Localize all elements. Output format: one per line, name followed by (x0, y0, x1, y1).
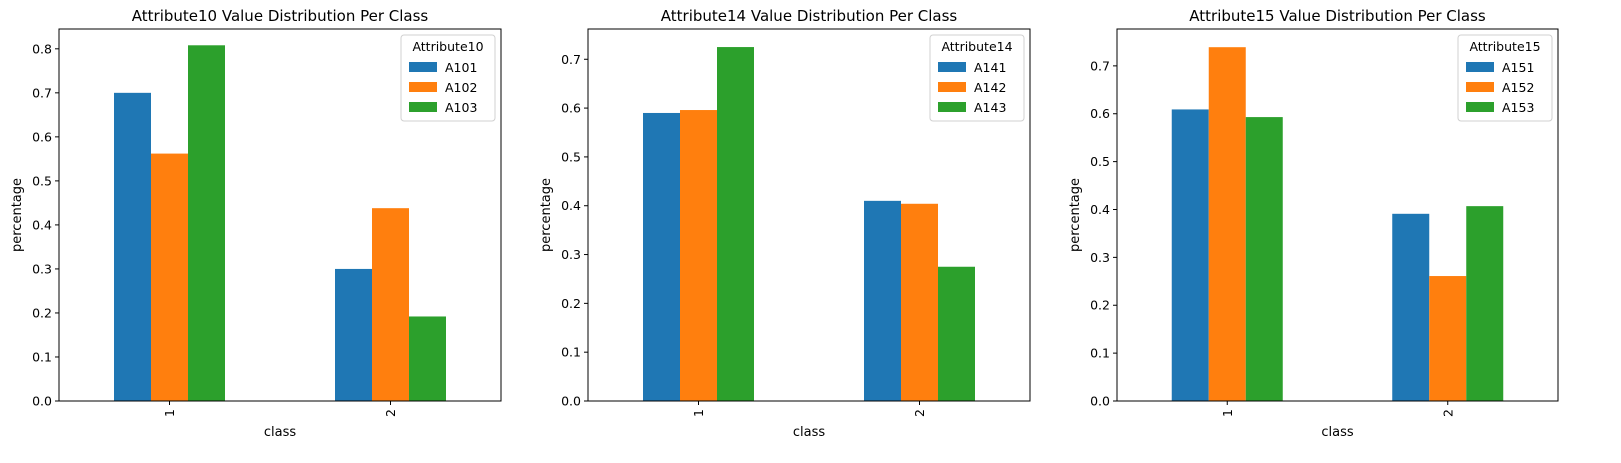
bar-a103-class-1 (188, 45, 225, 401)
legend-label-a142: A142 (974, 80, 1006, 95)
chart-title: Attribute15 Value Distribution Per Class (1189, 7, 1486, 25)
x-tick-label: 2 (1440, 409, 1455, 417)
legend-title: Attribute10 (412, 39, 483, 54)
chart-panel-3: 0.0 0.1 0.2 0.3 0.4 0.5 0.6 0.7 1 2 Attribute15 Va… (1068, 7, 1559, 440)
y-tick-label: 0.2 (32, 305, 52, 320)
legend-swatch-a153 (1466, 102, 1494, 112)
legend-swatch-a143 (938, 102, 966, 112)
x-tick-label: 1 (162, 409, 177, 417)
y-tick-label: 0.1 (32, 349, 52, 364)
y-tick-label: 0.0 (32, 394, 52, 409)
y-tick-label: 0.3 (1090, 250, 1110, 265)
legend-box (400, 34, 496, 122)
x-tick-label: 1 (691, 409, 706, 417)
y-tick-label: 0.4 (1090, 202, 1110, 217)
y-tick-label: 0.4 (561, 198, 581, 213)
x-axis-label: class (793, 425, 825, 440)
y-tick-label: 0.8 (32, 41, 52, 56)
bar-a141-class-1 (643, 112, 680, 401)
legend-label-a101: A101 (445, 60, 477, 75)
chart-title: Attribute14 Value Distribution Per Class (661, 7, 958, 25)
bar-a142-class-2 (901, 203, 938, 401)
y-tick-label: 0.3 (32, 261, 52, 276)
y-tick-label: 0.6 (1090, 106, 1110, 121)
x-tick-label: 2 (383, 409, 398, 417)
chart-title: Attribute10 Value Distribution Per Class (132, 7, 429, 25)
y-tick-label: 0.2 (1090, 298, 1110, 313)
legend-label-a103: A103 (445, 100, 477, 115)
legend: Attribute14 A141 A142 A143 (929, 34, 1025, 122)
legend-label-a152: A152 (1502, 80, 1534, 95)
bar-a102-class-2 (372, 208, 409, 401)
bar-a152-class-1 (1208, 47, 1246, 401)
plot-frame (1116, 28, 1559, 402)
x-axis-label: class (264, 425, 296, 440)
legend-swatch-a141 (938, 62, 966, 72)
chart-panel-1: 0.0 0.1 0.2 0.3 0.4 0.5 0.6 0.7 0.8 1 2 Attribute10… (10, 7, 502, 440)
bar-a152-class-2 (1429, 276, 1467, 401)
legend-title: Attribute14 (941, 39, 1012, 54)
y-tick-label: 0.7 (1090, 58, 1110, 73)
y-tick-label: 0.2 (561, 296, 581, 311)
legend: Attribute15 A151 A152 A153 (1457, 34, 1553, 122)
bar-a153-class-2 (1466, 206, 1504, 401)
bar-a151-class-2 (1392, 213, 1430, 401)
y-tick-label: 0.4 (32, 217, 52, 232)
bar-a103-class-2 (409, 316, 446, 401)
bar-a151-class-1 (1171, 109, 1209, 401)
legend-swatch-a101 (409, 62, 437, 72)
bar-a143-class-1 (717, 47, 754, 402)
x-axis-label: class (1321, 425, 1353, 440)
bar-a143-class-2 (938, 266, 975, 401)
y-axis-label: percentage (1068, 178, 1083, 252)
legend-label-a143: A143 (974, 100, 1006, 115)
y-tick-label: 0.7 (32, 85, 52, 100)
y-axis-label: percentage (10, 178, 25, 252)
bar-a141-class-2 (864, 200, 901, 401)
y-tick-label: 0.0 (1090, 394, 1110, 409)
y-axis-label: percentage (539, 178, 554, 252)
bar-a101-class-1 (114, 92, 151, 401)
legend-swatch-a152 (1466, 82, 1494, 92)
bar-a142-class-1 (680, 110, 717, 401)
legend-box (929, 34, 1025, 122)
legend-label-a141: A141 (974, 60, 1006, 75)
y-tick-label: 0.7 (561, 52, 581, 67)
x-tick-label: 1 (1220, 409, 1235, 417)
legend-swatch-a102 (409, 82, 437, 92)
plot-frame (587, 28, 1031, 402)
plot-frame (58, 28, 502, 402)
chart-panel-2: 0.0 0.1 0.2 0.3 0.4 0.5 0.6 0.7 1 2 Attribute14 Va… (539, 7, 1031, 440)
legend-swatch-a151 (1466, 62, 1494, 72)
y-tick-label: 0.5 (32, 173, 52, 188)
legend-label-a153: A153 (1502, 100, 1534, 115)
legend-box (1457, 34, 1553, 122)
legend-label-a102: A102 (445, 80, 477, 95)
bar-a102-class-1 (151, 153, 188, 401)
legend-label-a151: A151 (1502, 60, 1534, 75)
x-tick-label: 2 (912, 409, 927, 417)
legend-swatch-a142 (938, 82, 966, 92)
legend-swatch-a103 (409, 102, 437, 112)
y-tick-label: 0.1 (561, 345, 581, 360)
y-tick-label: 0.5 (1090, 154, 1110, 169)
y-tick-label: 0.0 (561, 394, 581, 409)
y-tick-label: 0.1 (1090, 346, 1110, 361)
y-tick-label: 0.6 (561, 101, 581, 116)
y-tick-label: 0.3 (561, 247, 581, 262)
y-tick-label: 0.5 (561, 149, 581, 164)
y-tick-label: 0.6 (32, 129, 52, 144)
legend: Attribute10 A101 A102 A103 (400, 34, 496, 122)
bar-a153-class-1 (1245, 117, 1283, 402)
bar-a101-class-2 (335, 268, 372, 401)
legend-title: Attribute15 (1469, 39, 1540, 54)
